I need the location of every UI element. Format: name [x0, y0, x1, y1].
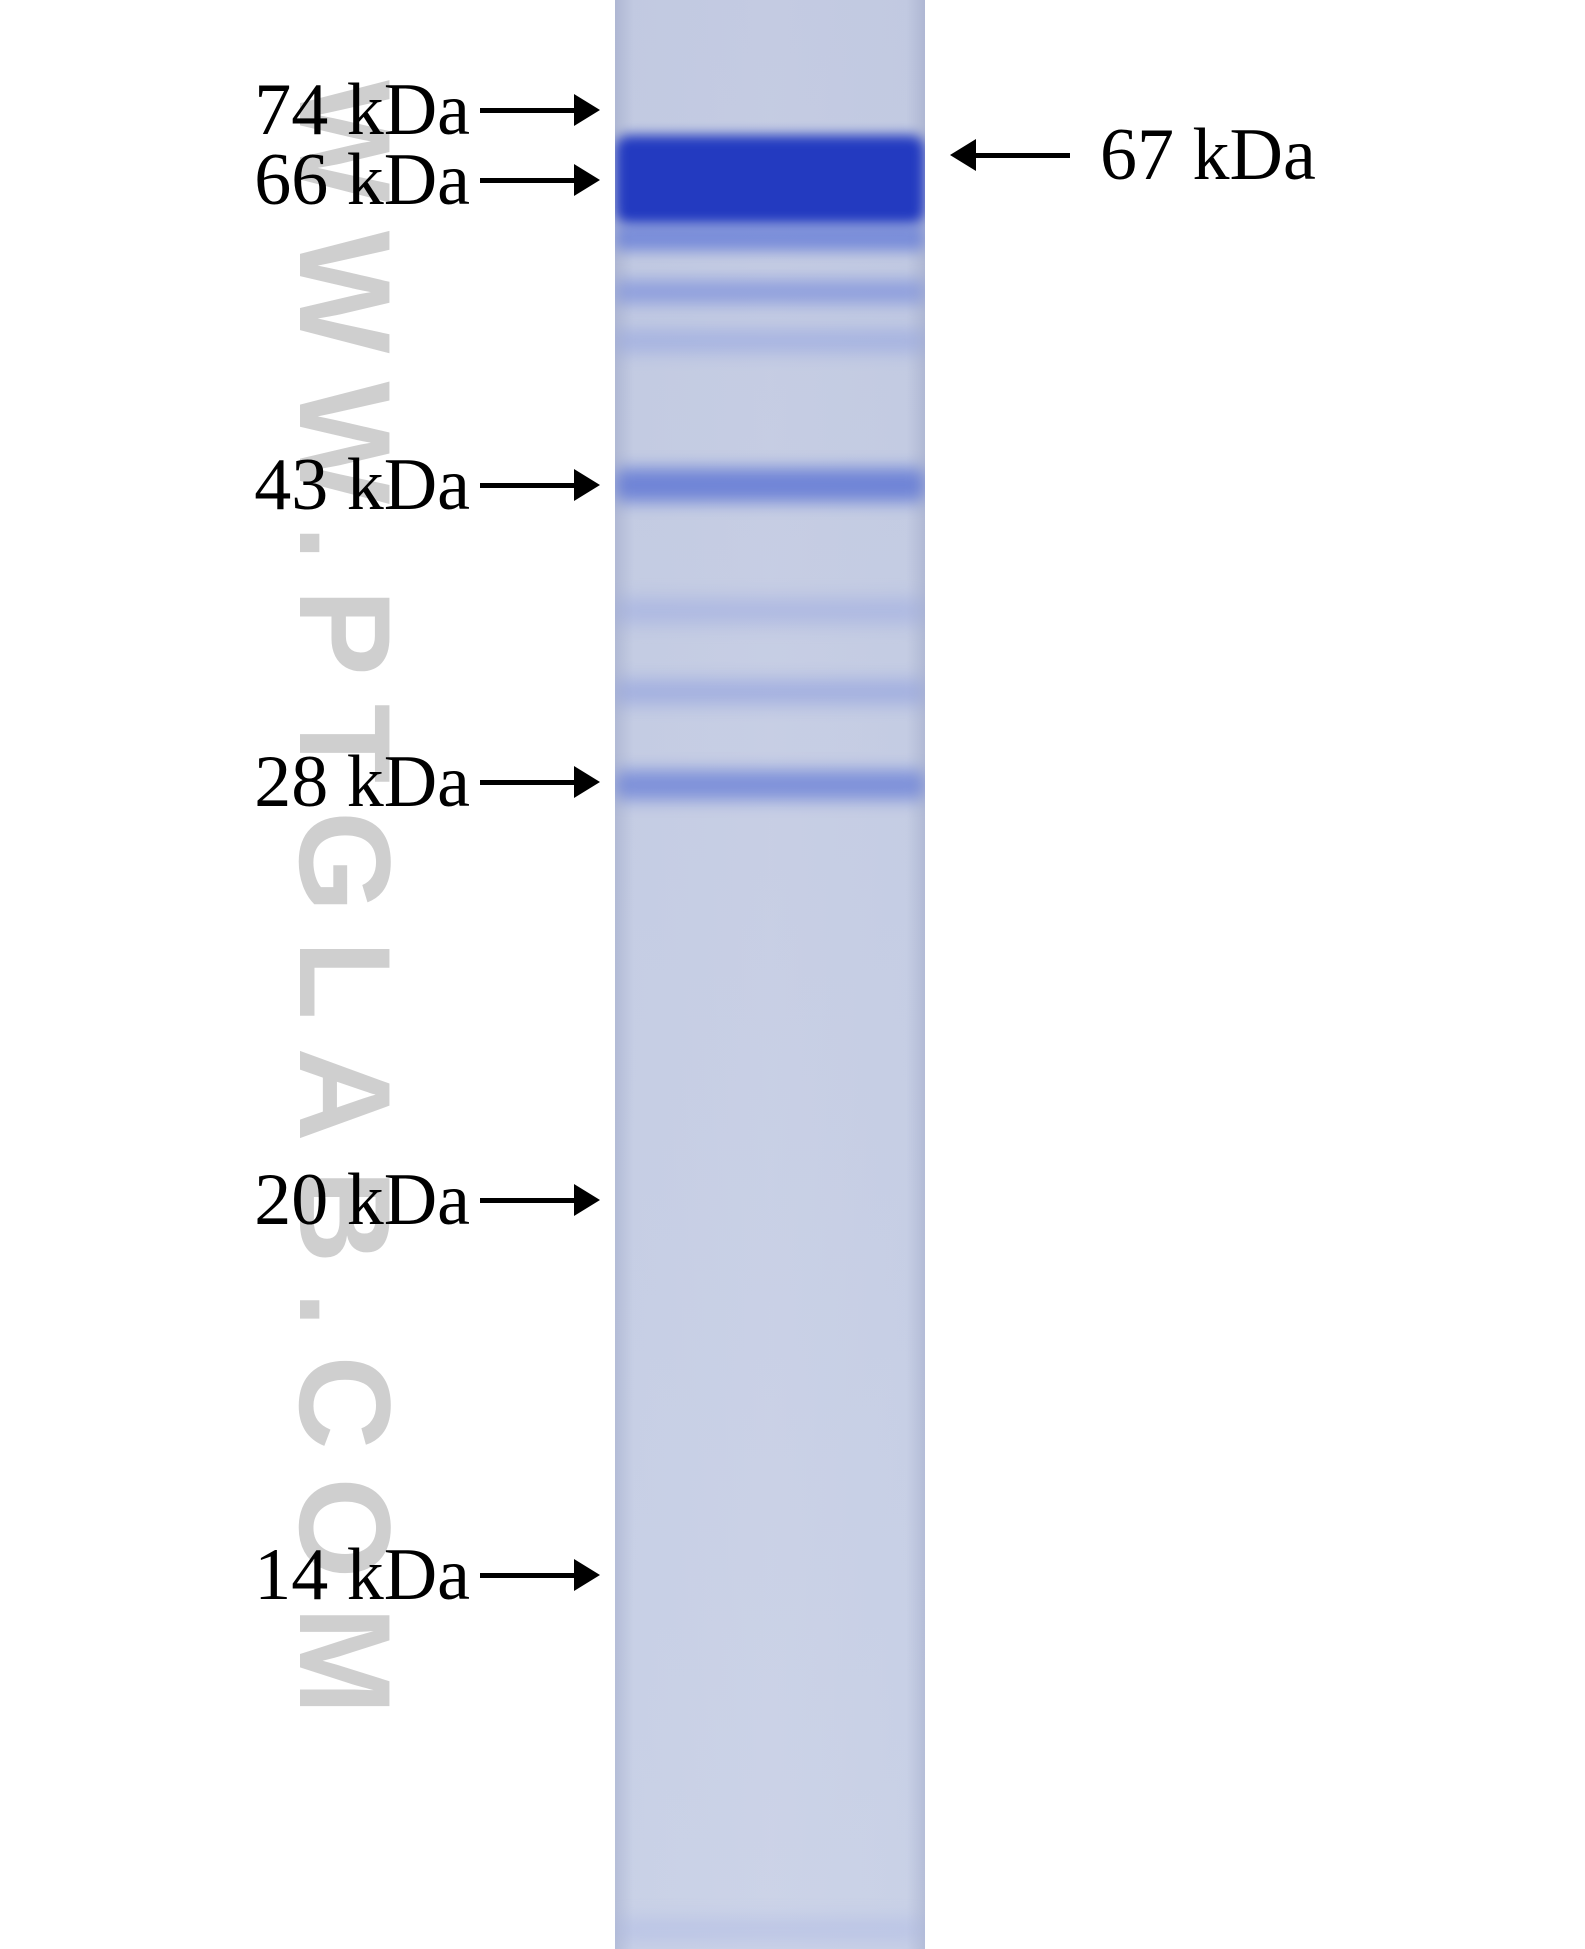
band-43kda: [615, 468, 925, 502]
marker-arrow-74kda: [480, 108, 576, 113]
marker-label-74kda: 74 kDa: [254, 73, 470, 147]
band-above-28: [615, 680, 925, 704]
band-28kda: [615, 770, 925, 800]
marker-label-14kda: 14 kDa: [254, 1538, 470, 1612]
marker-arrow-43kda: [480, 483, 576, 488]
marker-label-20kda: 20 kDa: [254, 1163, 470, 1237]
band-sub-1: [615, 225, 925, 251]
marker-arrow-66kda: [480, 178, 576, 183]
band-faint-mid: [615, 600, 925, 622]
band-main-67kda: [615, 135, 925, 225]
gel-lane: [615, 0, 925, 1949]
marker-arrow-14kda: [480, 1573, 576, 1578]
marker-label-28kda: 28 kDa: [254, 745, 470, 819]
marker-label-66kda: 66 kDa: [254, 143, 470, 217]
target-arrow-67kda: [974, 153, 1070, 158]
marker-arrow-28kda: [480, 780, 576, 785]
band-sub-2: [615, 280, 925, 304]
gel-image-container: WWW.PTGLAB.COM 74 kDa 66 kDa 43 kDa 28 k…: [0, 0, 1585, 1949]
marker-arrow-20kda: [480, 1198, 576, 1203]
watermark-text: WWW.PTGLAB.COM: [270, 80, 420, 1743]
marker-label-43kda: 43 kDa: [254, 448, 470, 522]
band-dye-front: [615, 1920, 925, 1940]
band-sub-3: [615, 330, 925, 352]
target-label-67kda: 67 kDa: [1100, 118, 1316, 192]
